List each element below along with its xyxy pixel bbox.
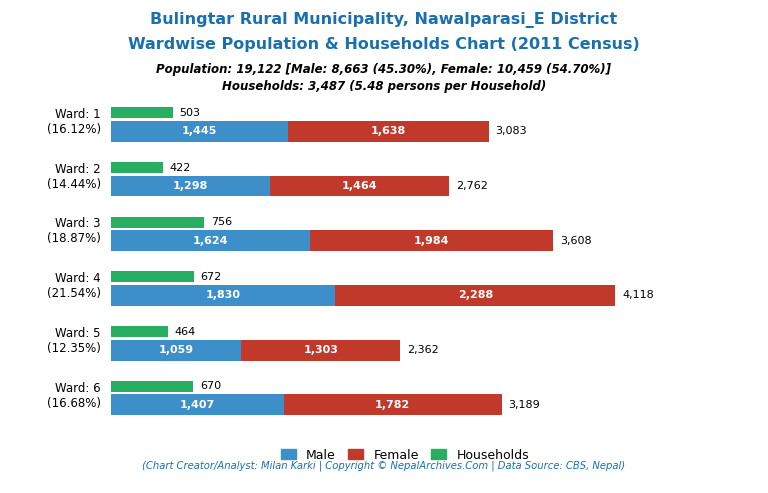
Text: 1,624: 1,624: [193, 236, 229, 246]
Bar: [111, 107, 173, 118]
Text: 1,445: 1,445: [182, 126, 217, 137]
Text: 672: 672: [200, 272, 222, 282]
Text: 4,118: 4,118: [622, 290, 654, 300]
Text: 422: 422: [170, 163, 191, 173]
Text: 1,298: 1,298: [173, 181, 208, 191]
Bar: [111, 176, 270, 197]
Text: Population: 19,122 [Male: 8,663 (45.30%), Female: 10,459 (54.70%)]: Population: 19,122 [Male: 8,663 (45.30%)…: [157, 63, 611, 76]
Text: 1,782: 1,782: [375, 400, 410, 410]
Text: 756: 756: [210, 217, 232, 227]
Text: 1,830: 1,830: [206, 290, 241, 300]
Text: 670: 670: [200, 381, 221, 391]
Bar: [111, 285, 336, 306]
Text: (Chart Creator/Analyst: Milan Karki | Copyright © NepalArchives.Com | Data Sourc: (Chart Creator/Analyst: Milan Karki | Co…: [142, 460, 626, 471]
Bar: [111, 340, 241, 360]
Text: 1,638: 1,638: [371, 126, 406, 137]
Text: 1,984: 1,984: [414, 236, 449, 246]
Bar: [111, 272, 194, 282]
Text: Households: 3,487 (5.48 persons per Household): Households: 3,487 (5.48 persons per Hous…: [222, 80, 546, 93]
Text: 2,362: 2,362: [407, 345, 439, 355]
Text: Wardwise Population & Households Chart (2011 Census): Wardwise Population & Households Chart (…: [128, 37, 640, 52]
Bar: [111, 326, 168, 337]
Text: 3,189: 3,189: [508, 400, 540, 410]
Text: 2,762: 2,762: [456, 181, 488, 191]
Bar: [310, 230, 553, 251]
Bar: [111, 230, 310, 251]
Bar: [111, 162, 163, 173]
Text: 503: 503: [180, 108, 200, 118]
Bar: [270, 176, 449, 197]
Text: 1,407: 1,407: [180, 400, 215, 410]
Bar: [241, 340, 400, 360]
Bar: [283, 394, 502, 415]
Text: 3,083: 3,083: [495, 126, 527, 137]
Text: 1,303: 1,303: [303, 345, 338, 355]
Text: Bulingtar Rural Municipality, Nawalparasi_E District: Bulingtar Rural Municipality, Nawalparas…: [151, 12, 617, 28]
Text: 1,059: 1,059: [159, 345, 194, 355]
Bar: [111, 394, 283, 415]
Bar: [336, 285, 615, 306]
Text: 464: 464: [175, 326, 196, 337]
Legend: Male, Female, Households: Male, Female, Households: [276, 444, 534, 466]
Bar: [288, 121, 488, 142]
Text: 1,464: 1,464: [342, 181, 378, 191]
Bar: [111, 381, 194, 392]
Bar: [111, 217, 204, 228]
Text: 2,288: 2,288: [458, 290, 493, 300]
Bar: [111, 121, 288, 142]
Text: 3,608: 3,608: [560, 236, 591, 246]
